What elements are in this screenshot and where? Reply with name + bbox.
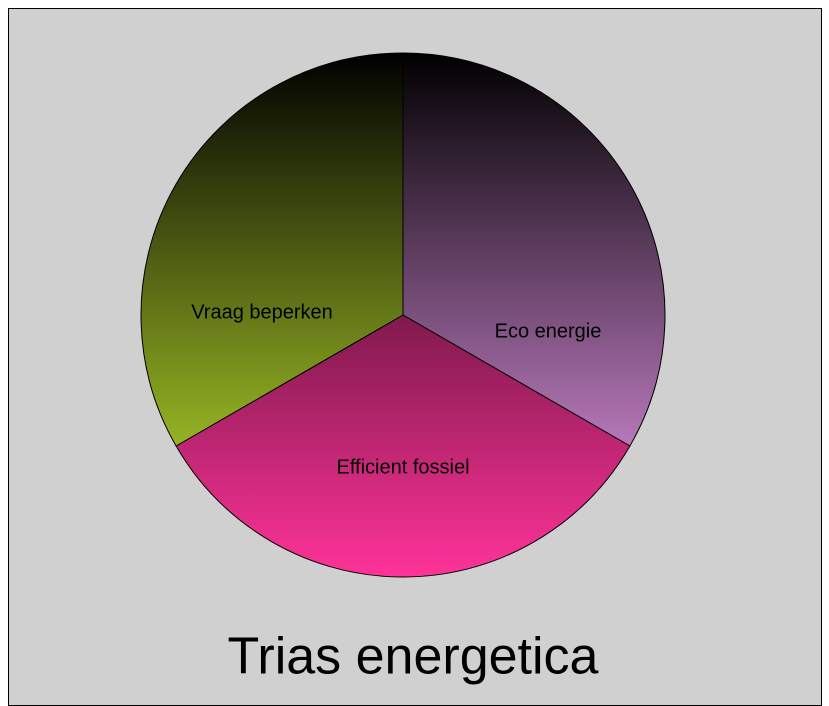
pie-slice: [402, 52, 666, 447]
slice-label: Eco energie: [495, 320, 602, 342]
slice-label: Vraag beperken: [191, 301, 333, 323]
pie-slice: [175, 314, 631, 578]
chart-title: Trias energetica: [228, 628, 599, 686]
pie-slice: [140, 52, 404, 447]
slice-label: Efficient fossiel: [336, 456, 469, 478]
